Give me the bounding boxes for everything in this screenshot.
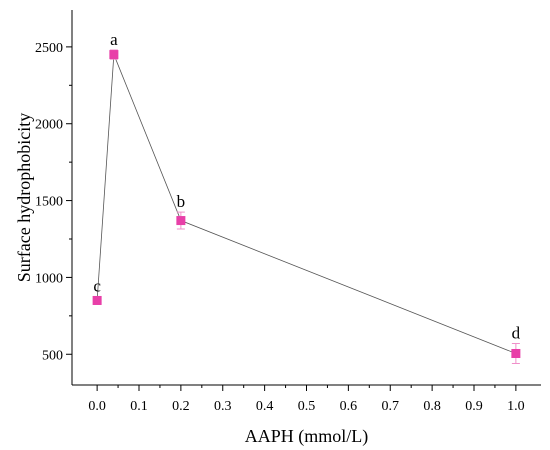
x-tick-label: 0.5 bbox=[298, 399, 316, 414]
data-point bbox=[109, 50, 119, 60]
x-tick-label: 0.3 bbox=[214, 399, 232, 414]
significance-label: d bbox=[512, 324, 521, 343]
y-tick-label: 500 bbox=[42, 348, 63, 363]
series-line bbox=[96, 54, 517, 354]
significance-label: c bbox=[93, 277, 101, 296]
y-tick-label: 2500 bbox=[35, 41, 63, 56]
x-tick-label: 0.2 bbox=[172, 399, 190, 414]
data-point bbox=[92, 295, 102, 305]
significance-label: a bbox=[110, 30, 118, 49]
data-point bbox=[511, 348, 521, 358]
y-tick-label: 2000 bbox=[35, 118, 63, 133]
x-tick-label: 0.6 bbox=[340, 399, 358, 414]
x-axis-title: AAPH (mmol/L) bbox=[245, 426, 369, 447]
x-tick-label: 0.9 bbox=[465, 399, 483, 414]
y-tick-label: 1000 bbox=[35, 271, 63, 286]
y-ticks: 500 1000 1500 2000 2500 bbox=[35, 41, 72, 363]
x-ticks: 0.0 0.1 0.2 0.3 0.4 0.5 0.6 0.7 0.8 0.9 1.0 bbox=[88, 385, 525, 414]
x-tick-label: 0.7 bbox=[382, 399, 400, 414]
plot-area: c a b d bbox=[92, 30, 521, 364]
x-tick-label: 1.0 bbox=[507, 399, 525, 414]
y-tick-label: 1500 bbox=[35, 195, 63, 210]
x-tick-label: 0.4 bbox=[256, 399, 274, 414]
significance-label: b bbox=[177, 192, 186, 211]
x-tick-label: 0.0 bbox=[88, 399, 106, 414]
data-point bbox=[176, 216, 186, 226]
x-tick-label: 0.1 bbox=[130, 399, 148, 414]
x-tick-label: 0.8 bbox=[423, 399, 441, 414]
y-axis-title: Surface hydrophobicity bbox=[14, 113, 34, 282]
